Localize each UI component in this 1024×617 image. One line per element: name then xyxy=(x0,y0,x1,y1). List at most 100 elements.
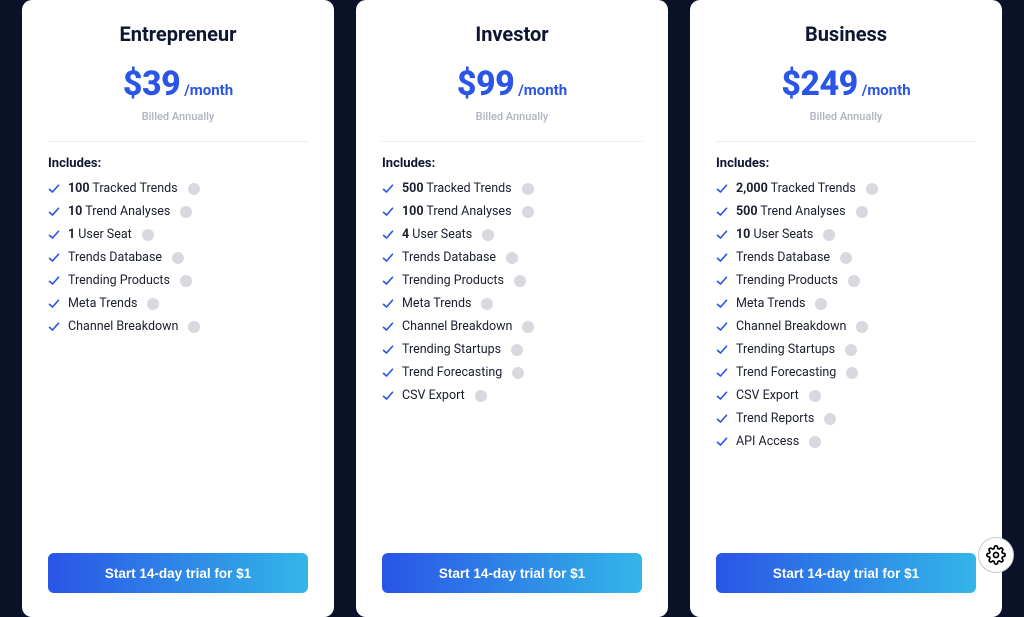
info-icon[interactable] xyxy=(188,321,200,333)
info-icon[interactable] xyxy=(147,298,159,310)
check-icon xyxy=(382,321,394,333)
info-icon[interactable] xyxy=(172,252,184,264)
plan-card-investor: Investor $99 /month Billed Annually Incl… xyxy=(356,0,668,617)
info-icon[interactable] xyxy=(846,367,858,379)
feature-text: Meta Trends xyxy=(736,296,805,311)
info-icon[interactable] xyxy=(188,183,200,195)
info-icon[interactable] xyxy=(142,229,154,241)
check-icon xyxy=(382,367,394,379)
feature-text: 100 Trend Analyses xyxy=(402,204,512,219)
feature-text: Channel Breakdown xyxy=(736,319,846,334)
check-icon xyxy=(48,252,60,264)
price-period: /month xyxy=(184,81,233,99)
price-period: /month xyxy=(518,81,567,99)
start-trial-button[interactable]: Start 14-day trial for $1 xyxy=(48,553,308,593)
feature-item: API Access xyxy=(716,434,976,449)
feature-item: Channel Breakdown xyxy=(382,319,642,334)
feature-text: 500 Tracked Trends xyxy=(402,181,512,196)
plan-title: Investor xyxy=(382,22,642,46)
price-period: /month xyxy=(862,81,911,99)
check-icon xyxy=(382,183,394,195)
divider xyxy=(716,141,976,142)
feature-item: 500 Tracked Trends xyxy=(382,181,642,196)
feature-item: 1 User Seat xyxy=(48,227,308,242)
feature-text: API Access xyxy=(736,434,799,449)
check-icon xyxy=(48,229,60,241)
info-icon[interactable] xyxy=(824,413,836,425)
check-icon xyxy=(382,344,394,356)
plan-header: Investor $99 /month Billed Annually xyxy=(382,22,642,123)
gear-icon xyxy=(986,545,1006,565)
check-icon xyxy=(716,252,728,264)
check-icon xyxy=(716,206,728,218)
info-icon[interactable] xyxy=(845,344,857,356)
feature-text: Trend Forecasting xyxy=(402,365,502,380)
check-icon xyxy=(716,390,728,402)
info-icon[interactable] xyxy=(856,206,868,218)
feature-text: CSV Export xyxy=(402,388,465,403)
info-icon[interactable] xyxy=(809,390,821,402)
feature-text: Trending Products xyxy=(402,273,504,288)
check-icon xyxy=(716,344,728,356)
feature-text: Trends Database xyxy=(402,250,496,265)
check-icon xyxy=(382,206,394,218)
feature-item: 500 Trend Analyses xyxy=(716,204,976,219)
feature-item: Trending Products xyxy=(382,273,642,288)
pricing-container: Entrepreneur $39 /month Billed Annually … xyxy=(0,0,1024,617)
feature-item: 10 User Seats xyxy=(716,227,976,242)
feature-text: CSV Export xyxy=(736,388,799,403)
info-icon[interactable] xyxy=(815,298,827,310)
info-icon[interactable] xyxy=(511,344,523,356)
feature-text: Trend Forecasting xyxy=(736,365,836,380)
feature-item: Channel Breakdown xyxy=(48,319,308,334)
feature-list: 100 Tracked Trends10 Trend Analyses1 Use… xyxy=(48,181,308,334)
check-icon xyxy=(48,321,60,333)
feature-text: Trending Products xyxy=(68,273,170,288)
info-icon[interactable] xyxy=(866,183,878,195)
info-icon[interactable] xyxy=(840,252,852,264)
check-icon xyxy=(48,206,60,218)
check-icon xyxy=(716,367,728,379)
info-icon[interactable] xyxy=(481,298,493,310)
plan-title: Entrepreneur xyxy=(48,22,308,46)
start-trial-button[interactable]: Start 14-day trial for $1 xyxy=(382,553,642,593)
check-icon xyxy=(716,229,728,241)
info-icon[interactable] xyxy=(482,229,494,241)
feature-text: 2,000 Tracked Trends xyxy=(736,181,856,196)
price-amount: $39 xyxy=(123,64,180,104)
info-icon[interactable] xyxy=(522,206,534,218)
info-icon[interactable] xyxy=(823,229,835,241)
info-icon[interactable] xyxy=(848,275,860,287)
feature-text: Meta Trends xyxy=(68,296,137,311)
info-icon[interactable] xyxy=(522,321,534,333)
feature-item: 100 Trend Analyses xyxy=(382,204,642,219)
check-icon xyxy=(48,275,60,287)
info-icon[interactable] xyxy=(512,367,524,379)
feature-item: Trends Database xyxy=(382,250,642,265)
feature-text: Trends Database xyxy=(68,250,162,265)
feature-text: Trend Reports xyxy=(736,411,814,426)
check-icon xyxy=(716,413,728,425)
info-icon[interactable] xyxy=(856,321,868,333)
info-icon[interactable] xyxy=(506,252,518,264)
info-icon[interactable] xyxy=(475,390,487,402)
includes-label: Includes: xyxy=(48,156,308,171)
billed-note: Billed Annually xyxy=(716,110,976,123)
info-icon[interactable] xyxy=(180,206,192,218)
info-icon[interactable] xyxy=(809,436,821,448)
start-trial-button[interactable]: Start 14-day trial for $1 xyxy=(716,553,976,593)
feature-text: Meta Trends xyxy=(402,296,471,311)
check-icon xyxy=(382,252,394,264)
feature-item: Trending Products xyxy=(716,273,976,288)
price-amount: $99 xyxy=(457,64,514,104)
check-icon xyxy=(382,390,394,402)
feature-item: Meta Trends xyxy=(48,296,308,311)
divider xyxy=(48,141,308,142)
feature-text: Trending Products xyxy=(736,273,838,288)
info-icon[interactable] xyxy=(180,275,192,287)
settings-button[interactable] xyxy=(978,537,1014,573)
info-icon[interactable] xyxy=(522,183,534,195)
price-row: $249 /month xyxy=(716,64,976,104)
feature-item: 2,000 Tracked Trends xyxy=(716,181,976,196)
info-icon[interactable] xyxy=(514,275,526,287)
